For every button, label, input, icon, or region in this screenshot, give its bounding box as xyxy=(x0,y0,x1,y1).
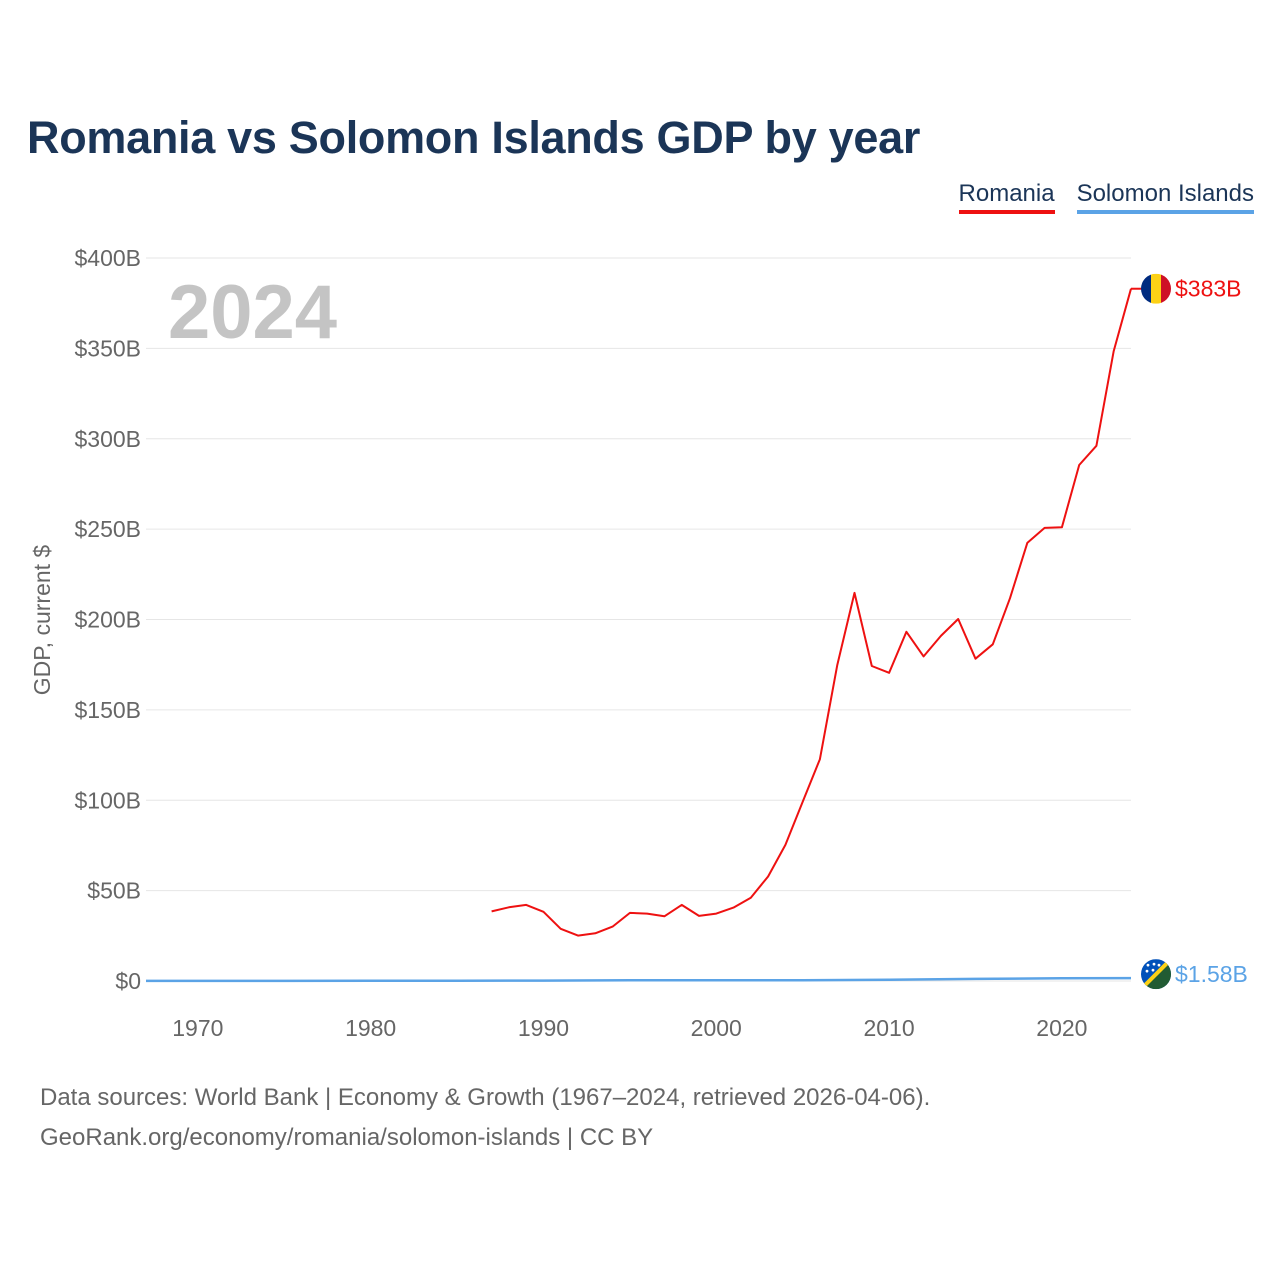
series-line-solomon-islands[interactable] xyxy=(146,976,1132,983)
y-tick-label: $300B xyxy=(74,426,141,452)
x-axis-ticks: 1970 1980 1990 2000 2010 2020 xyxy=(172,1015,1087,1041)
romania-end-label: $383B xyxy=(1175,276,1242,302)
series-lines xyxy=(146,288,1132,983)
y-tick-label: $250B xyxy=(74,516,141,542)
y-tick-label: $350B xyxy=(74,335,141,361)
y-tick-label: $200B xyxy=(74,607,141,633)
y-tick-label: $150B xyxy=(74,697,141,723)
grid-lines xyxy=(146,257,1131,982)
legend-item-solomon-islands[interactable]: Solomon Islands xyxy=(1076,180,1254,214)
x-tick-label: 1970 xyxy=(172,1015,223,1041)
x-tick-label: 2000 xyxy=(691,1015,742,1041)
gdp-line-chart: 2024 GDP, current $ $0 $50B $100B $150B $200… xyxy=(29,245,1248,1041)
y-tick-label: $0 xyxy=(115,968,141,994)
y-axis-label: GDP, current $ xyxy=(29,545,55,696)
x-tick-label: 2010 xyxy=(863,1015,914,1041)
footer-sources: Data sources: World Bank | Economy & Gro… xyxy=(40,1084,931,1111)
y-axis-ticks: $0 $50B $100B $150B $200B $250B $300B $350B $400… xyxy=(74,245,141,994)
solomon-islands-flag-icon xyxy=(1141,959,1171,990)
romania-flag-icon xyxy=(1141,273,1171,304)
legend: Romania Solomon Islands xyxy=(958,180,1254,214)
legend-item-romania[interactable]: Romania xyxy=(958,180,1055,214)
footer-link[interactable]: GeoRank.org/economy/romania/solomon-isla… xyxy=(40,1124,654,1151)
y-tick-label: $100B xyxy=(74,787,141,813)
end-markers: $383B $1.58B xyxy=(1131,273,1248,990)
chart-title: Romania vs Solomon Islands GDP by year xyxy=(27,112,921,163)
series-line-romania[interactable] xyxy=(491,288,1132,937)
year-watermark: 2024 xyxy=(168,270,337,355)
x-tick-label: 2020 xyxy=(1036,1015,1087,1041)
y-tick-label: $50B xyxy=(87,878,141,904)
solomon-islands-end-label: $1.58B xyxy=(1175,961,1248,987)
x-tick-label: 1980 xyxy=(345,1015,396,1041)
y-tick-label: $400B xyxy=(74,245,141,271)
x-tick-label: 1990 xyxy=(518,1015,569,1041)
